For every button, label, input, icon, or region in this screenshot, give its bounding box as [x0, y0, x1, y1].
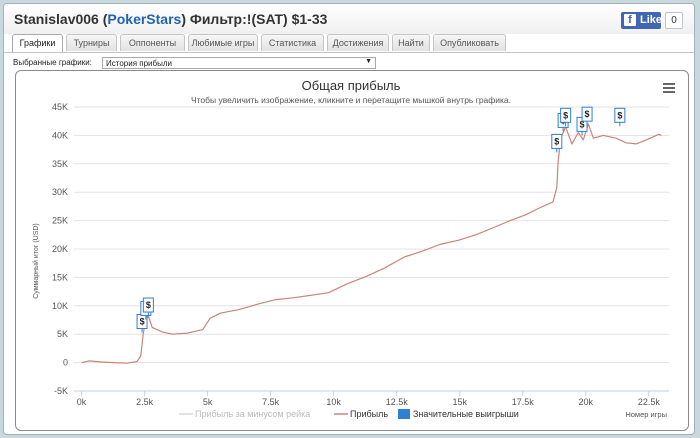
tab-achievements[interactable]: Достижения: [327, 34, 389, 51]
tab-favorite-games[interactable]: Любимые игры: [188, 34, 258, 51]
flag-box: [581, 106, 593, 122]
like-count: 0: [665, 12, 683, 29]
x-tick-label: 10k: [326, 397, 341, 407]
legend: Прибыль за минусом рейка Прибыль Значите…: [179, 409, 519, 419]
big-win-flag[interactable]: $: [560, 107, 572, 127]
y-tick-label: 10K: [52, 301, 68, 311]
legend-label-big-wins: Значительные выигрыши: [413, 409, 519, 419]
x-axis-ticks: 0k 2.5k 5k 7.5k 10k 12.5k 15k 17.5k 20k 22.5k: [77, 391, 661, 407]
flag-box: [560, 107, 572, 123]
y-tick-label: 25K: [52, 216, 68, 226]
profit-line: [81, 123, 662, 364]
y-tick-label: 30K: [52, 187, 68, 197]
tab-publish[interactable]: Опубликовать: [433, 34, 506, 51]
tab-opponents[interactable]: Оппоненты: [120, 34, 185, 51]
legend-item-rake[interactable]: Прибыль за минусом рейка: [179, 409, 310, 419]
facebook-icon: f: [624, 14, 636, 26]
chart-selector[interactable]: История прибыли ▼: [102, 57, 376, 69]
chart-title: Общая прибыль: [302, 78, 401, 93]
chevron-down-icon: ▼: [365, 58, 372, 65]
flag-label: $: [563, 110, 568, 120]
flag-label: $: [554, 136, 559, 146]
chart-container[interactable]: -5K 0 5K 10K 15K 20K 25K 30K 35K 40K 45K 0k 2.5k 5k 7…: [15, 70, 689, 431]
flag-label: $: [140, 316, 145, 326]
title-bar: Stanislav006 (PokerStars) Фильтр:!(SAT) …: [4, 4, 694, 34]
app-window: Stanislav006 (PokerStars) Фильтр:!(SAT) …: [3, 3, 695, 435]
profit-series: [81, 123, 662, 364]
flag-label: $: [580, 119, 585, 129]
chart-subtitle: Чтобы увеличить изображение, кликните и …: [191, 95, 511, 105]
facebook-like-button[interactable]: f Like: [621, 12, 663, 29]
y-tick-label: 20K: [52, 244, 68, 254]
big-win-flag[interactable]: $: [142, 297, 154, 317]
chart-selector-label: Выбранные графики:: [13, 58, 92, 67]
big-win-flag[interactable]: $: [551, 133, 563, 153]
chart-selector-value: История прибыли: [106, 59, 172, 68]
x-tick-label: 12.5k: [386, 397, 409, 407]
y-axis-label: Суммарный итог (USD): [32, 223, 40, 299]
page-title: Stanislav006 (PokerStars) Фильтр:!(SAT) …: [14, 11, 327, 27]
tab-divider: [4, 52, 694, 53]
flag-box: [614, 107, 626, 123]
tab-statistics[interactable]: Статистика: [261, 34, 324, 51]
x-tick-label: 22.5k: [638, 397, 661, 407]
y-tick-label: 5K: [57, 329, 68, 339]
legend-item-big-wins[interactable]: Значительные выигрыши: [398, 409, 519, 419]
big-wins-markers: $$$$$$$$$: [136, 106, 626, 333]
x-tick-label: 5k: [203, 397, 213, 407]
x-tick-label: 15k: [452, 397, 467, 407]
flag-box: [142, 297, 154, 313]
big-win-flag[interactable]: $: [614, 107, 626, 127]
legend-swatch-big-wins: [398, 409, 410, 419]
menu-icon-bar: [663, 87, 675, 89]
x-tick-label: 20k: [579, 397, 594, 407]
x-tick-label: 17.5k: [512, 397, 535, 407]
flag-label: $: [617, 110, 622, 120]
flag-box: [551, 133, 563, 149]
chart-grid: [74, 106, 669, 392]
x-tick-label: 2.5k: [136, 397, 154, 407]
y-tick-label: 35K: [52, 159, 68, 169]
x-tick-label: 0k: [77, 397, 87, 407]
site-link[interactable]: PokerStars: [107, 11, 182, 27]
legend-label-rake: Прибыль за минусом рейка: [195, 409, 310, 419]
flag-label: $: [585, 109, 590, 119]
tab-search[interactable]: Найти: [392, 34, 430, 51]
x-tick-label: 7.5k: [262, 397, 280, 407]
y-tick-label: -5K: [54, 386, 68, 396]
y-tick-label: 45K: [52, 102, 68, 112]
player-name: Stanislav006 (: [14, 11, 108, 27]
x-axis-label: Номер игры: [625, 410, 667, 419]
y-tick-label: 0: [63, 358, 68, 368]
menu-icon-bar: [663, 83, 675, 85]
menu-icon-bar: [663, 91, 675, 93]
tab-tournaments[interactable]: Турниры: [66, 34, 117, 51]
y-tick-label: 40K: [52, 130, 68, 140]
y-axis-ticks: -5K 0 5K 10K 15K 20K 25K 30K 35K 40K 45K: [52, 102, 68, 396]
chart-menu-button[interactable]: [661, 81, 675, 95]
y-tick-label: 15K: [52, 272, 68, 282]
legend-item-profit[interactable]: Прибыль: [334, 409, 388, 419]
filter-text: ) Фильтр:!(SAT) $1-33: [181, 11, 328, 27]
like-label: Like: [640, 14, 663, 26]
profit-chart[interactable]: -5K 0 5K 10K 15K 20K 25K 30K 35K 40K 45K 0k 2.5k 5k 7…: [16, 71, 688, 430]
legend-label-profit: Прибыль: [350, 409, 388, 419]
big-win-flag[interactable]: $: [581, 106, 593, 126]
tab-charts[interactable]: Графики: [12, 34, 63, 52]
flag-label: $: [146, 300, 151, 310]
